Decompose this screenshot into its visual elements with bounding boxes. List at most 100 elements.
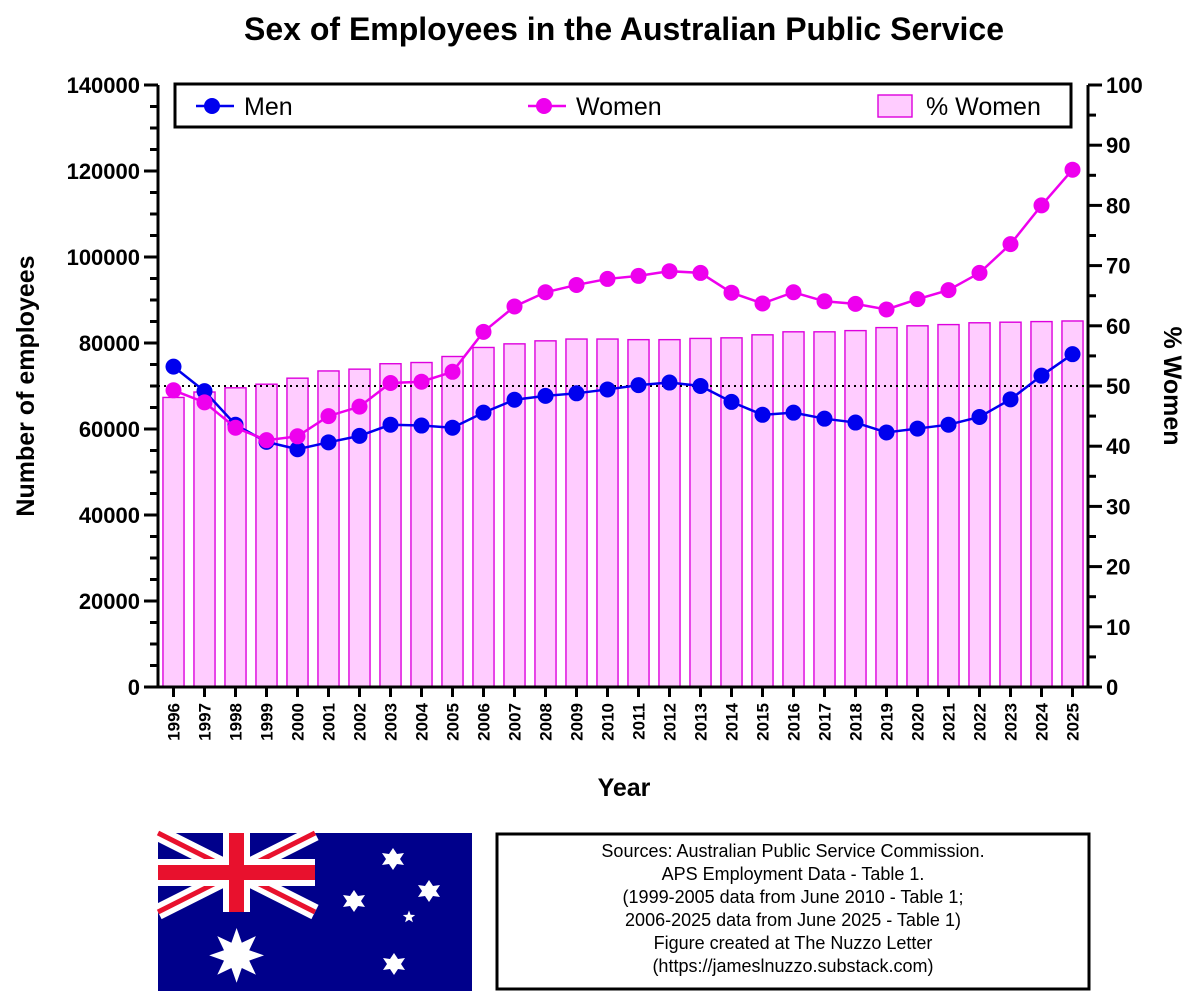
point-men bbox=[320, 434, 337, 451]
x-tick-label: 2014 bbox=[723, 702, 742, 740]
y-left-tick-label: 60000 bbox=[79, 417, 140, 442]
x-tick-label: 2019 bbox=[878, 703, 897, 741]
y-right-tick-label: 100 bbox=[1106, 73, 1143, 98]
y-left-tick-label: 120000 bbox=[67, 159, 140, 184]
point-women bbox=[1064, 161, 1081, 178]
x-tick-label: 1996 bbox=[165, 703, 184, 741]
x-tick-label: 2000 bbox=[289, 703, 308, 741]
point-men bbox=[1002, 391, 1019, 408]
point-women bbox=[878, 301, 895, 318]
point-men bbox=[165, 358, 182, 375]
bar-pct-women bbox=[286, 377, 309, 688]
bar-pct-women bbox=[193, 391, 216, 688]
point-women bbox=[599, 270, 616, 287]
point-women bbox=[289, 428, 306, 445]
legend-marker-men bbox=[204, 98, 220, 114]
bar-pct-women bbox=[720, 337, 743, 688]
x-tick-label: 2001 bbox=[320, 703, 339, 741]
point-women bbox=[351, 398, 368, 415]
legend-label-women: Women bbox=[576, 93, 662, 121]
x-tick-label: 2002 bbox=[351, 703, 370, 741]
point-men bbox=[785, 404, 802, 421]
bar-pct-women bbox=[379, 363, 402, 688]
y-right-tick-label: 90 bbox=[1106, 133, 1130, 158]
point-men bbox=[878, 424, 895, 441]
point-women bbox=[971, 264, 988, 281]
point-men bbox=[475, 404, 492, 421]
x-tick-label: 2015 bbox=[754, 703, 773, 741]
point-women bbox=[165, 382, 182, 399]
x-tick-label: 2007 bbox=[506, 703, 525, 741]
x-tick-label: 2012 bbox=[661, 703, 680, 741]
sources-line: APS Employment Data - Table 1. bbox=[662, 864, 925, 884]
point-men bbox=[444, 419, 461, 436]
legend-swatch--women bbox=[877, 94, 913, 118]
sources-line: (https://jameslnuzzo.substack.com) bbox=[652, 956, 933, 976]
x-tick-label: 2020 bbox=[909, 703, 928, 741]
bar-pct-women bbox=[968, 322, 991, 688]
x-tick-label: 2017 bbox=[816, 703, 835, 741]
bar-pct-women bbox=[875, 326, 898, 688]
y-left-tick-label: 40000 bbox=[79, 503, 140, 528]
x-tick-label: 2011 bbox=[630, 703, 649, 740]
point-men bbox=[1064, 346, 1081, 363]
point-men bbox=[568, 385, 585, 402]
point-men bbox=[196, 383, 213, 400]
legend-marker-women bbox=[536, 98, 552, 114]
y-left-tick-label: 140000 bbox=[67, 73, 140, 98]
y-right-tick-label: 60 bbox=[1106, 314, 1130, 339]
point-women bbox=[258, 432, 275, 449]
point-men bbox=[413, 417, 430, 434]
bar-pct-women bbox=[348, 368, 371, 688]
point-men bbox=[599, 381, 616, 398]
bar-pct-women bbox=[441, 355, 464, 688]
bar-pct-women bbox=[937, 323, 960, 688]
legend-box bbox=[173, 82, 1073, 129]
y-left-tick-label: 100000 bbox=[67, 245, 140, 270]
y-right-tick-label: 40 bbox=[1106, 434, 1130, 459]
x-tick-label: 2013 bbox=[692, 703, 711, 741]
sources-line: Sources: Australian Public Service Commi… bbox=[601, 841, 984, 861]
point-women bbox=[661, 263, 678, 280]
x-tick-label: 1999 bbox=[258, 703, 277, 741]
point-women bbox=[227, 419, 244, 436]
point-women bbox=[413, 373, 430, 390]
point-men bbox=[1033, 367, 1050, 384]
x-tick-label: 2008 bbox=[537, 703, 556, 741]
bar-pct-women bbox=[255, 383, 278, 688]
x-axis-label: Year bbox=[598, 774, 651, 802]
sources-line: 2006-2025 data from June 2025 - Table 1) bbox=[625, 910, 961, 930]
point-men bbox=[630, 377, 647, 394]
point-women bbox=[444, 363, 461, 380]
point-women bbox=[785, 284, 802, 301]
bar-pct-women bbox=[410, 361, 433, 688]
y-right-tick-label: 10 bbox=[1106, 615, 1130, 640]
union-jack bbox=[154, 825, 319, 920]
point-women bbox=[754, 295, 771, 312]
point-men bbox=[537, 387, 554, 404]
point-men bbox=[351, 427, 368, 444]
point-men bbox=[847, 414, 864, 431]
x-tick-label: 2004 bbox=[413, 702, 432, 740]
y-right-tick-label: 20 bbox=[1106, 555, 1130, 580]
point-women bbox=[723, 284, 740, 301]
commonwealth-star bbox=[209, 928, 264, 983]
y-left-tick-label: 80000 bbox=[79, 331, 140, 356]
sources-line: Figure created at The Nuzzo Letter bbox=[654, 933, 933, 953]
star-bottom bbox=[383, 953, 405, 975]
y-right-tick-label: 0 bbox=[1106, 675, 1118, 700]
y-left-tick-label: 20000 bbox=[79, 589, 140, 614]
x-tick-label: 2023 bbox=[1002, 703, 1021, 741]
legend-label--women: % Women bbox=[926, 93, 1041, 121]
x-tick-label: 2010 bbox=[599, 703, 618, 741]
x-tick-label: 2003 bbox=[382, 703, 401, 741]
point-women bbox=[320, 408, 337, 425]
sources-line: (1999-2005 data from June 2010 - Table 1… bbox=[623, 887, 964, 907]
point-women bbox=[1002, 236, 1019, 253]
point-men bbox=[816, 410, 833, 427]
point-women bbox=[1033, 197, 1050, 214]
point-men bbox=[754, 406, 771, 423]
point-women bbox=[816, 293, 833, 310]
bar-pct-women bbox=[1061, 320, 1084, 688]
